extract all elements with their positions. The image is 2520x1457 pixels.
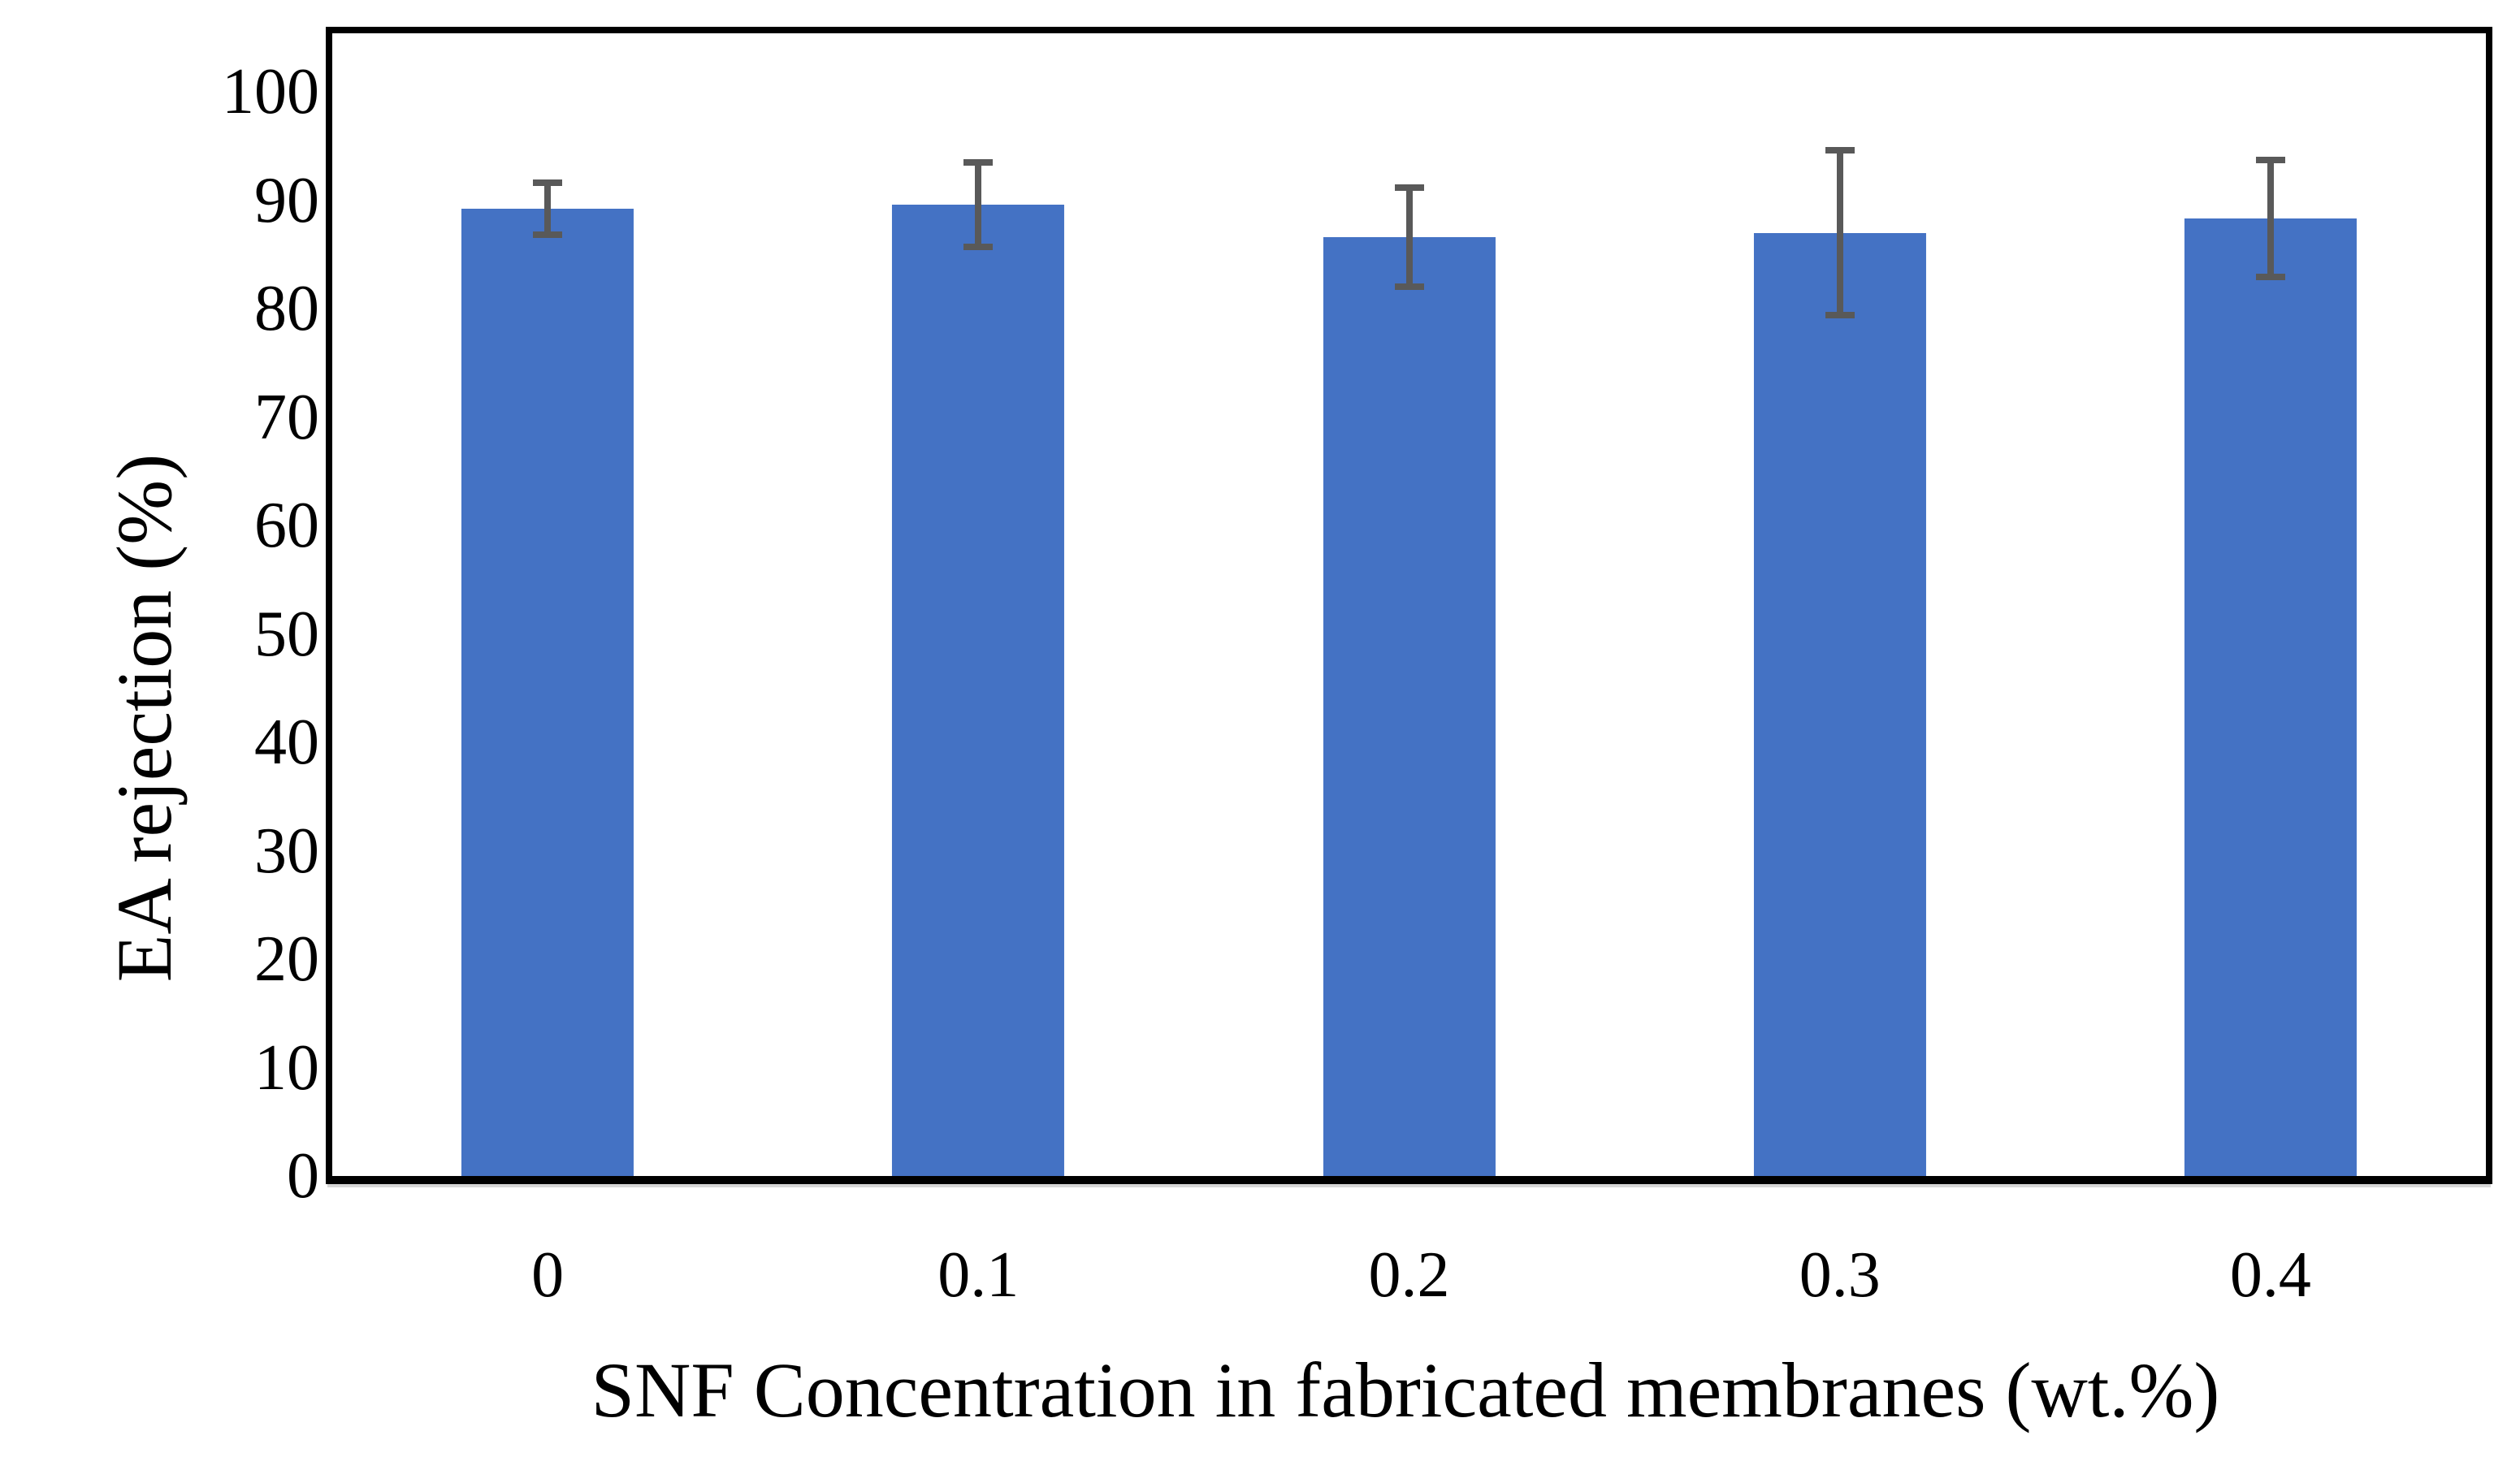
error-bar-cap-bottom bbox=[533, 231, 563, 239]
error-bar-line bbox=[975, 158, 982, 250]
y-tick-label: 0 bbox=[287, 1140, 319, 1212]
error-bar-line bbox=[1836, 147, 1843, 319]
y-axis-title: EA rejection (%) bbox=[101, 453, 188, 983]
error-bar-cap-top bbox=[1394, 184, 1424, 191]
error-bar-0.4 bbox=[2255, 157, 2285, 281]
bar-0.2 bbox=[1323, 236, 1496, 1176]
error-bar-cap-top bbox=[963, 158, 994, 166]
error-bar-cap-bottom bbox=[2255, 274, 2285, 281]
bar-0.1 bbox=[892, 204, 1065, 1176]
error-bar-line bbox=[2267, 157, 2274, 281]
x-tick-label: 0.3 bbox=[1799, 1239, 1881, 1311]
bar-0.4 bbox=[2184, 218, 2357, 1176]
error-bar-0.1 bbox=[963, 158, 994, 250]
x-axis-title: SNF Concentration in fabricated membrane… bbox=[591, 1347, 2220, 1433]
x-tick-label: 0 bbox=[531, 1239, 565, 1311]
bar-0 bbox=[461, 209, 634, 1176]
error-bar-cap-top bbox=[1825, 147, 1855, 154]
plot-inner-area bbox=[332, 33, 2486, 1176]
y-tick-label: 20 bbox=[254, 923, 319, 996]
y-tick-label: 40 bbox=[254, 707, 319, 779]
error-bar-0 bbox=[533, 179, 563, 239]
error-bar-cap-bottom bbox=[1825, 312, 1855, 319]
plot-area bbox=[326, 27, 2492, 1184]
error-bar-line bbox=[1405, 184, 1413, 291]
x-tick-label: 0.1 bbox=[937, 1239, 1020, 1311]
y-tick-label: 50 bbox=[254, 598, 319, 670]
error-bar-line bbox=[544, 179, 552, 239]
y-tick-label: 70 bbox=[254, 381, 319, 453]
y-tick-label: 30 bbox=[254, 815, 319, 887]
y-tick-label: 60 bbox=[254, 490, 319, 562]
y-tick-label: 100 bbox=[222, 56, 319, 128]
x-tick-label: 0.2 bbox=[1368, 1239, 1450, 1311]
error-bar-0.3 bbox=[1825, 147, 1855, 319]
error-bar-cap-bottom bbox=[963, 243, 994, 250]
x-tick-label: 0.4 bbox=[2229, 1239, 2311, 1311]
error-bar-0.2 bbox=[1394, 184, 1424, 291]
y-tick-label: 80 bbox=[254, 273, 319, 345]
error-bar-cap-top bbox=[2255, 157, 2285, 164]
bar-0.3 bbox=[1753, 232, 1926, 1176]
y-tick-label: 10 bbox=[254, 1031, 319, 1104]
error-bar-cap-bottom bbox=[1394, 283, 1424, 291]
y-tick-label: 90 bbox=[254, 164, 319, 236]
error-bar-cap-top bbox=[533, 179, 563, 187]
